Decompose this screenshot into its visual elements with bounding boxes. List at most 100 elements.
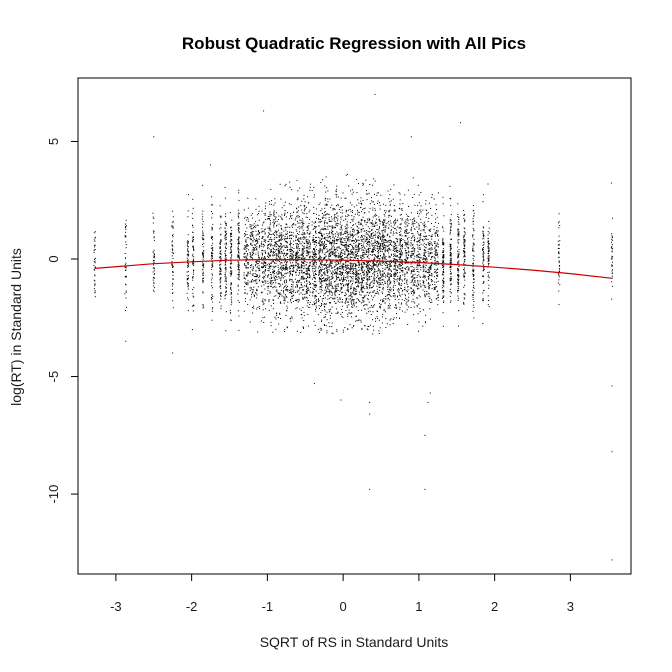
data-point bbox=[287, 212, 289, 214]
data-point bbox=[290, 300, 292, 302]
data-point bbox=[303, 242, 305, 244]
data-point bbox=[358, 232, 360, 234]
data-point bbox=[319, 244, 321, 246]
data-point bbox=[385, 222, 387, 224]
data-point bbox=[238, 249, 240, 251]
data-point bbox=[361, 267, 363, 269]
data-point bbox=[94, 244, 96, 246]
data-point bbox=[374, 180, 376, 182]
data-point bbox=[352, 191, 354, 193]
data-point bbox=[384, 251, 386, 253]
data-point bbox=[321, 274, 323, 276]
data-point bbox=[330, 262, 332, 264]
data-point bbox=[341, 266, 343, 268]
data-point bbox=[332, 245, 334, 247]
data-point bbox=[323, 280, 325, 282]
data-point bbox=[262, 309, 264, 311]
data-point bbox=[220, 252, 222, 254]
data-point bbox=[357, 258, 359, 260]
data-point bbox=[372, 325, 374, 327]
data-point bbox=[267, 236, 269, 238]
data-point bbox=[220, 233, 222, 235]
data-point bbox=[328, 257, 330, 259]
data-point bbox=[389, 293, 391, 295]
data-point bbox=[349, 313, 351, 315]
data-point bbox=[377, 229, 379, 231]
data-point bbox=[292, 281, 294, 283]
data-point bbox=[367, 193, 369, 195]
data-point bbox=[379, 307, 381, 309]
data-point bbox=[337, 223, 339, 225]
data-point bbox=[277, 297, 279, 299]
data-point bbox=[361, 309, 363, 311]
data-point bbox=[302, 252, 304, 254]
data-point bbox=[352, 267, 354, 269]
data-point bbox=[345, 284, 347, 286]
data-point bbox=[341, 215, 343, 217]
data-point bbox=[354, 245, 356, 247]
data-point bbox=[384, 268, 386, 270]
data-point bbox=[274, 241, 276, 243]
data-point bbox=[273, 252, 275, 254]
data-point bbox=[368, 311, 370, 313]
data-point bbox=[369, 291, 371, 293]
data-point bbox=[393, 205, 395, 207]
data-point bbox=[336, 289, 338, 291]
data-point bbox=[331, 220, 333, 222]
data-point bbox=[393, 221, 395, 223]
data-point bbox=[389, 239, 391, 241]
data-point bbox=[376, 261, 378, 263]
data-point bbox=[244, 264, 246, 266]
data-point bbox=[318, 221, 320, 223]
data-point bbox=[219, 265, 221, 267]
data-point bbox=[360, 254, 362, 256]
data-point bbox=[245, 298, 247, 300]
data-point bbox=[303, 277, 305, 279]
data-point bbox=[339, 268, 341, 270]
data-point bbox=[326, 267, 328, 269]
data-point bbox=[342, 291, 344, 293]
data-point bbox=[186, 257, 188, 259]
data-point bbox=[331, 306, 333, 308]
data-point bbox=[318, 253, 320, 255]
data-point bbox=[276, 255, 278, 257]
data-point bbox=[331, 218, 333, 220]
data-point bbox=[387, 233, 389, 235]
data-point bbox=[340, 243, 342, 245]
data-point bbox=[252, 279, 254, 281]
data-point bbox=[305, 264, 307, 266]
data-point bbox=[255, 239, 257, 241]
data-point bbox=[192, 224, 193, 226]
data-point bbox=[343, 242, 345, 244]
data-point bbox=[374, 259, 376, 261]
data-point bbox=[379, 226, 381, 228]
data-point bbox=[332, 209, 334, 211]
data-point bbox=[315, 265, 317, 267]
data-point bbox=[313, 274, 315, 276]
data-point bbox=[284, 247, 286, 249]
data-point bbox=[306, 286, 308, 288]
data-point bbox=[337, 260, 339, 262]
data-point bbox=[300, 282, 302, 284]
data-point bbox=[385, 225, 387, 227]
data-point bbox=[93, 232, 95, 234]
data-point bbox=[254, 226, 255, 228]
data-point bbox=[357, 248, 359, 250]
data-point bbox=[256, 262, 258, 264]
data-point bbox=[378, 268, 380, 270]
data-point bbox=[244, 292, 245, 294]
data-point bbox=[388, 244, 390, 246]
data-point bbox=[325, 303, 327, 305]
data-point bbox=[347, 226, 349, 228]
data-point bbox=[344, 294, 346, 296]
data-point bbox=[265, 274, 267, 276]
data-point bbox=[341, 263, 343, 265]
data-point bbox=[366, 274, 368, 276]
data-point bbox=[379, 327, 381, 329]
data-point bbox=[275, 249, 277, 251]
data-point bbox=[321, 260, 323, 262]
data-point bbox=[336, 194, 338, 196]
data-point bbox=[306, 245, 308, 247]
data-point bbox=[321, 300, 323, 302]
data-point bbox=[351, 253, 353, 255]
